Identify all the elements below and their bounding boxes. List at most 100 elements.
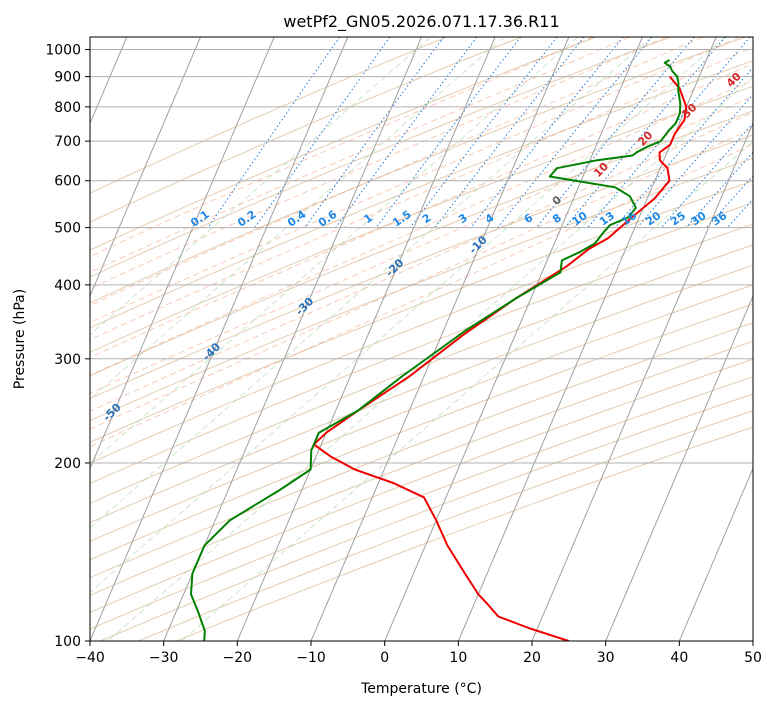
green-guide-curve: [107, 76, 753, 641]
y-tick-label: 1000: [45, 43, 81, 59]
x-axis-label: Temperature (°C): [360, 681, 482, 697]
isotherm-label: -40: [200, 340, 223, 363]
isotherm-line: [90, 37, 349, 641]
green-guide-curve: [181, 140, 753, 641]
mixing-ratio-label: 1.5: [390, 208, 413, 230]
isotherm-line: [236, 37, 496, 641]
temperature-line: [312, 75, 688, 641]
mixing-ratio-line: [497, 37, 653, 228]
mixing-ratio-line: [207, 37, 341, 228]
x-tick-label: 30: [597, 650, 615, 666]
moist-adiabat: [90, 37, 594, 258]
isotherm-label: -50: [100, 400, 123, 423]
dry-adiabat: [90, 60, 753, 329]
mixing-ratio-line: [409, 37, 558, 228]
isotherm-label: -30: [293, 295, 316, 318]
y-axis-ticks: 100 200 300 400 500 600 700 800 900 1000: [45, 43, 90, 650]
dry-adiabat: [90, 180, 753, 443]
dry-adiabat: [90, 303, 753, 561]
moist-adiabat: [90, 37, 703, 306]
dry-adiabat: [90, 244, 753, 504]
isotherm-label: -10: [467, 233, 490, 256]
chart-title: wetPf2_GN05.2026.071.17.36.R11: [283, 12, 559, 32]
skewed-isotherms: [90, 37, 753, 641]
mixing-ratio-label: 6: [522, 211, 536, 226]
moist-adiabat: [90, 127, 753, 430]
plot-frame: [89, 36, 754, 642]
dry-adiabat: [90, 264, 753, 524]
moist-adiabat: [90, 79, 753, 376]
mixing-ratio-label: 0.2: [235, 208, 258, 230]
mixing-ratio-line: [304, 37, 445, 228]
isotherm-line: [457, 37, 717, 641]
moist-adiabat: [90, 111, 753, 412]
x-tick-label: 20: [523, 650, 541, 666]
y-tick-label: 800: [54, 100, 81, 116]
moist-adiabat-label: 30: [680, 101, 700, 121]
isotherm-line: [752, 639, 753, 641]
mixing-ratio-label: 30: [689, 209, 709, 229]
y-tick-label: 500: [54, 221, 81, 237]
moist-adiabat: [90, 143, 753, 448]
dry-adiabat: [90, 110, 753, 377]
moist-adiabat-label: 40: [724, 70, 744, 90]
mixing-ratio-label: 13: [597, 209, 617, 228]
mixing-ratio-label: 0.6: [316, 208, 340, 230]
dry-adiabats: [90, 37, 753, 641]
mixing-ratio-line: [685, 151, 753, 228]
isotherm-line: [163, 37, 422, 641]
moist-adiabat: [90, 46, 753, 341]
moist-adiabats: [90, 37, 753, 448]
green-guide-curve: [90, 37, 431, 336]
dry-adiabat: [90, 340, 753, 596]
isotherm-label: -60: [5, 453, 28, 476]
mixing-ratio-line: [636, 93, 753, 228]
moist-adiabat-label: 10: [591, 160, 611, 180]
green-guide-curve: [90, 37, 652, 529]
plot-area: 0.10.20.40.611.52346810131620253036-100-…: [5, 37, 753, 641]
dry-adiabat: [90, 37, 522, 223]
x-tick-label: 0: [380, 650, 389, 666]
isotherm-line: [90, 37, 275, 470]
mixing-ratio-line: [375, 37, 521, 228]
mixing-ratio-label: 10: [570, 209, 590, 229]
isotherm-line: [531, 122, 753, 641]
moist-adiabat: [90, 37, 740, 323]
dry-adiabat: [90, 157, 753, 422]
mixing-ratio-label: 2: [420, 211, 434, 226]
mixing-ratio-label: 0.1: [188, 208, 211, 230]
y-tick-label: 600: [54, 174, 81, 190]
green-guide-curve: [90, 37, 505, 400]
isotherm-line: [90, 37, 201, 298]
y-tick-label: 700: [54, 134, 81, 150]
mixing-ratio-line: [335, 37, 478, 228]
y-tick-label: 300: [54, 352, 81, 368]
dry-adiabat: [90, 134, 753, 400]
dry-adiabat: [90, 322, 753, 579]
pressure-gridlines: [90, 49, 753, 641]
x-tick-label: 50: [744, 650, 762, 666]
dry-adiabat: [90, 37, 597, 251]
moist-adiabat: [90, 37, 667, 290]
y-tick-label: 200: [54, 456, 81, 472]
mixing-ratio-line: [706, 174, 753, 228]
dry-adiabat: [90, 85, 753, 353]
y-tick-label: 900: [54, 70, 81, 86]
isotherm-line: [605, 294, 753, 641]
y-tick-label: 100: [54, 634, 81, 650]
dry-adiabat: [90, 284, 753, 542]
dry-adiabat: [90, 37, 447, 194]
y-tick-label: 400: [54, 278, 81, 294]
mixing-ratio-label: 8: [550, 211, 564, 226]
x-tick-label: −20: [223, 650, 253, 666]
mixing-ratio-line: [470, 37, 624, 228]
dewpoint-line: [190, 59, 682, 641]
dry-adiabat: [90, 202, 753, 464]
dry-adiabat: [90, 358, 753, 613]
x-tick-label: −10: [296, 650, 326, 666]
mixing-ratio-label: 20: [643, 209, 663, 229]
moist-adiabat-label: 0: [550, 193, 565, 208]
y-axis-label: Pressure (hPa): [12, 289, 28, 389]
dry-adiabat: [100, 393, 753, 641]
